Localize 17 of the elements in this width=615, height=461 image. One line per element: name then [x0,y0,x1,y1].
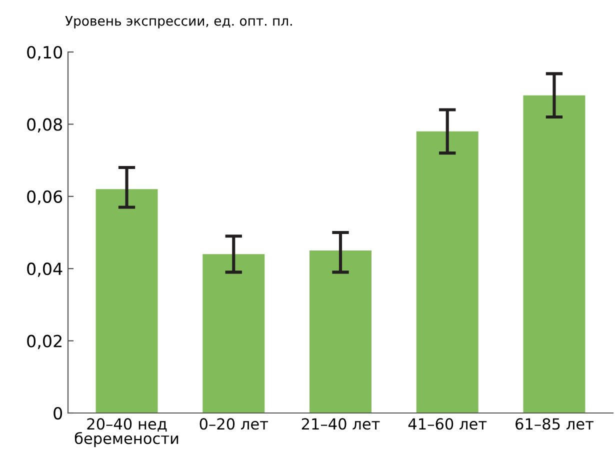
bar [96,189,158,413]
bar [310,250,372,413]
y-tick-label: 0,02 [27,334,62,350]
y-tick-label: 0,04 [27,262,62,277]
bar [202,254,265,413]
x-tick-label: 20–40 нед беремености [74,418,178,448]
bar [523,95,586,413]
x-tick-label: 61–85 лет [516,418,594,430]
x-tick-label: 21–40 лет [302,418,380,430]
y-tick-label: 0,10 [27,46,62,60]
y-axis-title: Уровень экспрессии, ед. опт. пл. [65,16,292,28]
x-tick-label: 0–20 лет [200,418,268,430]
bar [416,131,478,413]
x-tick-label: 41–60 лет [408,418,487,430]
y-tick-label: 0,06 [27,190,62,205]
y-tick-label: 0,08 [27,118,62,132]
y-tick-label: 0 [54,406,62,420]
